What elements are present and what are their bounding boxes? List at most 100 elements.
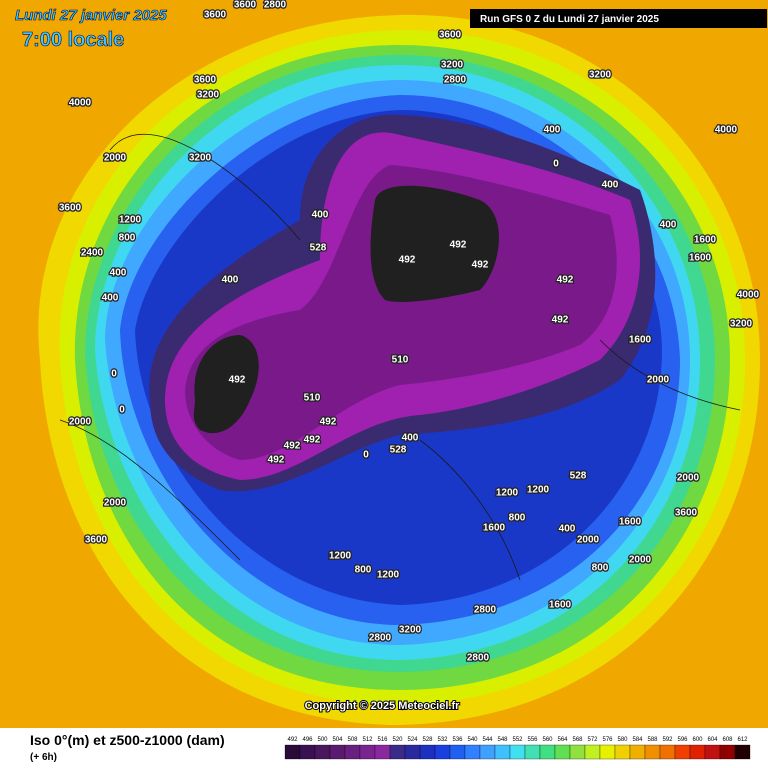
colorbar-label: 568 [572, 737, 583, 743]
colorbar-cell [449, 744, 466, 760]
colorbar-cell [584, 744, 601, 760]
colorbar-label: 508 [347, 737, 358, 743]
colorbar-cell [359, 744, 376, 760]
map [0, 0, 768, 728]
colorbar-label: 608 [722, 737, 733, 743]
colorbar-cell [689, 744, 706, 760]
contour-label: 492 [399, 255, 416, 266]
contour-label: 1200 [527, 485, 550, 496]
contour-label: 400 [102, 293, 119, 304]
colorbar-cell [629, 744, 646, 760]
colorbar: 492 496 500 504 508 512 516 520 524 528 532 536 540 5… [284, 737, 751, 760]
colorbar-cell [614, 744, 631, 760]
colorbar-cell [524, 744, 541, 760]
contour-label: 400 [222, 275, 239, 286]
colorbar-cell [434, 744, 451, 760]
contour-label: 3600 [59, 203, 82, 214]
contour-label: 400 [602, 180, 619, 191]
colorbar-label: 544 [482, 737, 493, 743]
colorbar-cell [284, 744, 301, 760]
contour-label: 1600 [689, 253, 712, 264]
contour-label: 400 [110, 268, 127, 279]
contour-label: 2000 [629, 555, 652, 566]
contour-label: 1600 [483, 523, 506, 534]
colorbar-cell [599, 744, 616, 760]
colorbar-label: 588 [647, 737, 658, 743]
contour-label: 400 [544, 125, 561, 136]
contour-label: 2400 [81, 248, 104, 259]
colorbar-label: 592 [662, 737, 673, 743]
contour-label: 0 [119, 405, 125, 416]
colorbar-cell [419, 744, 436, 760]
contour-label: 1600 [694, 235, 717, 246]
colorbar-label: 520 [392, 737, 403, 743]
colorbar-cell [659, 744, 676, 760]
contour-label: 3200 [441, 60, 464, 71]
colorbar-cell [389, 744, 406, 760]
contour-label: 800 [592, 563, 609, 574]
colorbar-cell [299, 744, 316, 760]
colorbar-label: 572 [587, 737, 598, 743]
contour-label: 510 [392, 355, 409, 366]
contour-label: 1200 [329, 551, 352, 562]
contour-label: 1200 [496, 488, 519, 499]
footer-title: Iso 0°(m) et z500-z1000 (dam) [30, 732, 225, 748]
contour-label: 0 [363, 450, 369, 461]
colorbar-label: 556 [527, 737, 538, 743]
colorbar-cell [344, 744, 361, 760]
contour-label: 3600 [204, 10, 227, 21]
footer-lead: (+ 6h) [30, 752, 57, 763]
colorbar-label: 528 [422, 737, 433, 743]
colorbar-cell [374, 744, 391, 760]
colorbar-label: 584 [632, 737, 643, 743]
contour-label: 3200 [730, 319, 753, 330]
contour-label: 3200 [189, 153, 212, 164]
contour-label: 1600 [629, 335, 652, 346]
contour-label: 2000 [104, 153, 127, 164]
colorbar-label: 600 [692, 737, 703, 743]
colorbar-cell [719, 744, 736, 760]
contour-label: 3600 [675, 508, 698, 519]
contour-label: 400 [402, 433, 419, 444]
contour-label: 3200 [197, 90, 220, 101]
contour-label: 400 [312, 210, 329, 221]
contour-label: 2000 [69, 417, 92, 428]
colorbar-cell [494, 744, 511, 760]
colorbar-cell [404, 744, 421, 760]
colorbar-cell [674, 744, 691, 760]
contour-label: 1600 [549, 600, 572, 611]
contour-label: 2000 [677, 473, 700, 484]
contour-label: 492 [557, 275, 574, 286]
colorbar-cell [314, 744, 331, 760]
colorbar-cell [704, 744, 721, 760]
colorbar-cell [554, 744, 571, 760]
contour-label: 2800 [369, 633, 392, 644]
contour-label: 528 [390, 445, 407, 456]
contour-label: 510 [304, 393, 321, 404]
colorbar-label: 540 [467, 737, 478, 743]
colorbar-label: 604 [707, 737, 718, 743]
contour-label: 0 [111, 369, 117, 380]
run-box [470, 9, 767, 28]
contour-label: 3200 [399, 625, 422, 636]
colorbar-label: 512 [362, 737, 373, 743]
contour-label: 2800 [264, 0, 287, 11]
contour-label: 492 [229, 375, 246, 386]
colorbar-label: 564 [557, 737, 568, 743]
colorbar-cell [644, 744, 661, 760]
contour-label: 2800 [474, 605, 497, 616]
colorbar-cell [734, 744, 751, 760]
colorbar-label: 552 [512, 737, 523, 743]
colorbar-label: 524 [407, 737, 418, 743]
colorbar-label: 576 [602, 737, 613, 743]
contour-label: 4000 [737, 290, 760, 301]
colorbar-label: 504 [332, 737, 343, 743]
colorbar-label: 560 [542, 737, 553, 743]
contour-label: 492 [450, 240, 467, 251]
contour-label: 0 [553, 159, 559, 170]
copyright: Copyright © 2025 Meteociel.fr [305, 700, 461, 712]
colorbar-cell [539, 744, 556, 760]
contour-label: 2800 [467, 653, 490, 664]
contour-label: 400 [660, 220, 677, 231]
